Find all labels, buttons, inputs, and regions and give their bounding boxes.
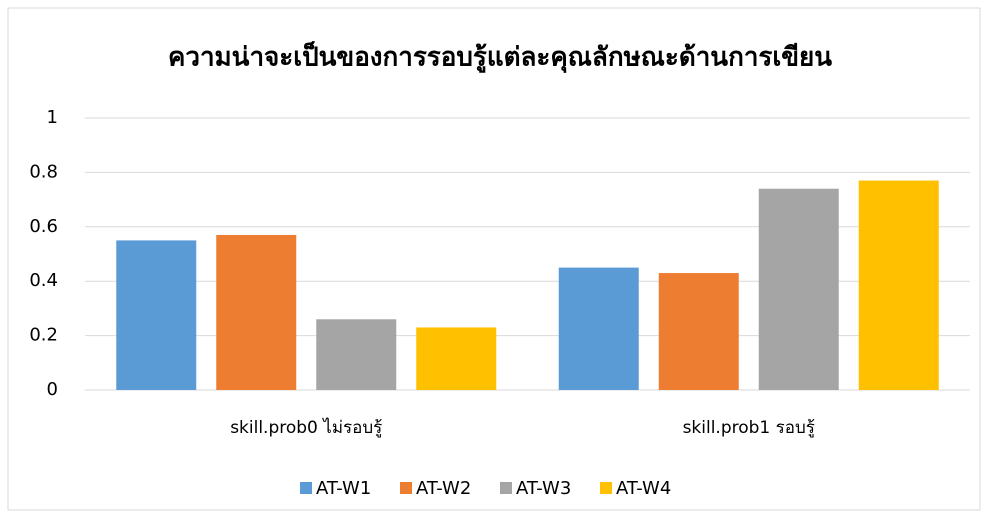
bar xyxy=(216,234,297,390)
y-tick-label: 0.2 xyxy=(29,325,58,346)
legend-swatch xyxy=(400,482,412,494)
legend-swatch xyxy=(300,482,312,494)
y-tick-label: 0.8 xyxy=(29,161,58,182)
legend-swatch xyxy=(500,482,512,494)
y-tick-label: 0.4 xyxy=(29,270,58,291)
legend-label: AT-W2 xyxy=(416,478,471,499)
x-tick-label: skill.prob1 รอบรู้ xyxy=(683,418,815,438)
bar xyxy=(758,188,839,390)
y-tick-label: 0.6 xyxy=(29,216,58,237)
y-tick-label: 1 xyxy=(47,107,58,128)
bar xyxy=(316,319,397,390)
bar xyxy=(558,267,639,390)
legend-swatch xyxy=(600,482,612,494)
legend-label: AT-W3 xyxy=(516,478,571,499)
legend-label: AT-W1 xyxy=(316,478,371,499)
chart-title: ความน่าจะเป็นของการรอบรู้แต่ละคุณลักษณะด… xyxy=(168,41,832,74)
y-tick-label: 0 xyxy=(47,379,58,400)
bar xyxy=(416,327,497,390)
bar xyxy=(858,180,939,390)
bar xyxy=(116,240,197,390)
legend-label: AT-W4 xyxy=(616,478,671,499)
x-tick-label: skill.prob0 ไม่รอบรู้ xyxy=(230,417,382,438)
bar xyxy=(658,273,739,390)
